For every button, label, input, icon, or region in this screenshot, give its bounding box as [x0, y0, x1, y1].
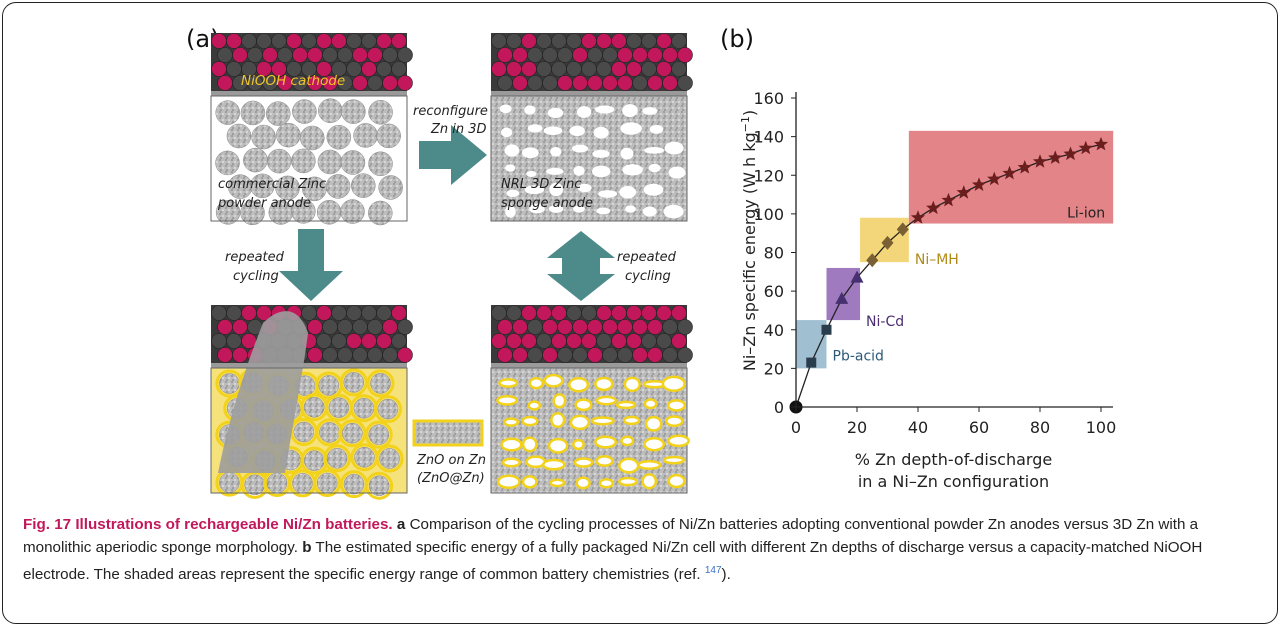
cell-nrl-3d-zinc — [490, 33, 693, 222]
x-axis-title-2: in a Ni–Zn configuration — [858, 472, 1049, 491]
x-tick-label-5: 100 — [1086, 418, 1117, 437]
y-tick-label-2: 40 — [764, 321, 784, 340]
x-tick-label-1: 20 — [847, 418, 867, 437]
x-tick-label-0: 0 — [791, 418, 801, 437]
x-axis-title: % Zn depth-of-discharge — [855, 450, 1052, 469]
separator-tl — [211, 91, 407, 96]
point-4-12 — [1093, 136, 1109, 151]
reconfigure-arrow — [419, 125, 487, 185]
y-tick-label-4: 80 — [764, 244, 784, 263]
anode-sponge-tr — [490, 95, 688, 222]
point-4-2 — [941, 192, 956, 207]
point-4-4 — [971, 177, 987, 191]
y-tick-label-3: 60 — [764, 282, 784, 301]
reconfigure-label-2: Zn in 3D — [430, 122, 487, 137]
point-2-1 — [850, 270, 864, 283]
caption-end: ). — [721, 566, 731, 584]
point-4-11 — [1078, 140, 1093, 155]
region-label-3: Li-ion — [1067, 206, 1105, 222]
repeated-right-2: cycling — [625, 269, 671, 284]
cathode-layer-tl — [211, 33, 413, 91]
point-4-6 — [1002, 165, 1017, 180]
zno-label-2: (ZnO@Zn) — [417, 471, 485, 486]
caption-a-label: a — [396, 516, 406, 533]
cell-cycled-sponge — [490, 305, 693, 494]
point-1-0 — [806, 357, 817, 368]
point-4-9 — [1048, 150, 1063, 164]
y-tick-label-1: 20 — [764, 359, 784, 378]
point-4-0 — [910, 210, 926, 224]
separator-bl — [211, 363, 407, 368]
point-1-1 — [821, 324, 832, 335]
cathode-layer-br — [491, 305, 693, 363]
caption-a-text: Comparison of the cycling processes of N… — [23, 516, 1199, 556]
point-4-10 — [1063, 146, 1078, 161]
point-4-5 — [987, 171, 1002, 186]
point-2-0 — [835, 291, 849, 304]
y-tick-label-8: 160 — [753, 89, 784, 108]
point-3-2 — [896, 222, 909, 237]
point-4-7 — [1017, 160, 1032, 174]
y-axis-title: Ni–Zn specific energy (W h kg−1) — [739, 110, 760, 371]
caption-reference-link[interactable]: 147 — [704, 565, 722, 576]
cathode-layer-tr — [491, 33, 693, 91]
y-tick-label-6: 120 — [753, 166, 784, 185]
point-3-0 — [866, 253, 879, 268]
point-4-3 — [956, 185, 971, 199]
region-label-1: Ni-Cd — [866, 314, 904, 330]
repeated-right-1: repeated — [617, 250, 677, 265]
point-4-1 — [926, 200, 941, 215]
commercial-label-1: commercial Zinc — [218, 177, 326, 192]
figure-graphics: (a) NiOOH cathode commercial Zinc powder… — [186, 25, 1117, 500]
panel-b-label: (b) — [720, 25, 754, 53]
region-label-0: Pb-acid — [833, 348, 884, 364]
cell-cycled-powder — [210, 305, 413, 500]
point-4-8 — [1032, 154, 1048, 168]
cathode-label: NiOOH cathode — [241, 73, 345, 89]
figure-caption: Fig. 17 Illustrations of rechargeable Ni… — [23, 513, 1269, 586]
nrl-label-1: NRL 3D Zinc — [501, 177, 581, 192]
repeated-left-1: repeated — [225, 250, 285, 265]
zno-legend-swatch — [412, 419, 484, 447]
cathode-layer-bl — [211, 305, 413, 363]
cycling-arrow-right — [547, 231, 615, 301]
dendrite-growth — [218, 311, 308, 473]
separator-tr — [491, 91, 687, 96]
cell-commercial-zinc — [210, 33, 413, 226]
point-3-1 — [881, 235, 894, 250]
y-tick-label-5: 100 — [753, 205, 784, 224]
region-label-2: Ni–MH — [915, 252, 959, 268]
x-tick-label-4: 80 — [1030, 418, 1050, 437]
specific-energy-chart: Pb-acid Ni-Cd Ni–MH Li-ion 0 20 40 60 80 100 0 20 40… — [739, 89, 1117, 491]
zno-label-1: ZnO on Zn — [416, 453, 486, 468]
y-tick-label-0: 0 — [774, 398, 784, 417]
cycling-arrow-left — [279, 229, 343, 301]
caption-b-label: b — [302, 539, 312, 556]
separator-br — [491, 363, 687, 368]
x-tick-label-2: 40 — [908, 418, 928, 437]
y-tick-label-7: 140 — [753, 128, 784, 147]
repeated-left-2: cycling — [233, 269, 279, 284]
reconfigure-label-1: reconfigure — [413, 104, 488, 119]
caption-figure-heading: Fig. 17 Illustrations of rechargeable Ni… — [23, 516, 393, 533]
nrl-label-2: sponge anode — [501, 196, 593, 211]
x-tick-label-3: 60 — [969, 418, 989, 437]
commercial-label-2: powder anode — [217, 196, 311, 211]
caption-b-text: The estimated specific energy of a fully… — [23, 539, 1203, 584]
